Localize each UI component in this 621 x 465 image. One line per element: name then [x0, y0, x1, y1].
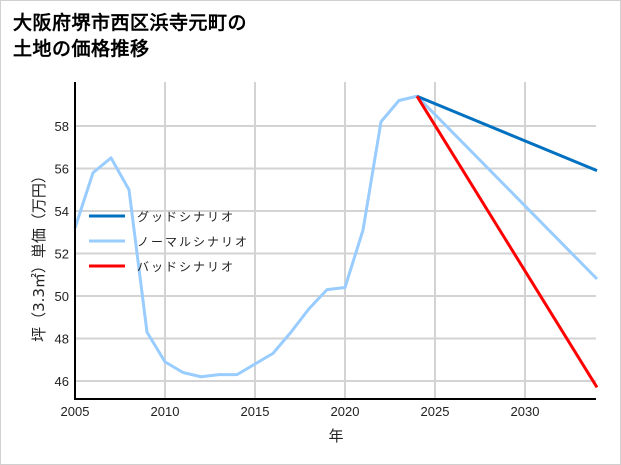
y-tick-label: 50	[55, 289, 69, 304]
legend-label: バッドシナリオ	[137, 260, 235, 274]
grid-lines	[75, 82, 596, 399]
series-line	[416, 94, 598, 173]
axes	[74, 82, 596, 400]
y-tick-label: 54	[55, 204, 69, 219]
y-tick-label: 52	[55, 247, 69, 262]
x-tick-label: 2025	[421, 404, 450, 419]
y-axis-label: 坪（3.3㎡）単価（万円）	[30, 168, 48, 342]
y-tick-label: 56	[55, 162, 69, 177]
chart-title-line1: 大阪府堺市西区浜寺元町の	[13, 12, 248, 34]
legend-label: グッドシナリオ	[137, 210, 235, 224]
legend-label: ノーマルシナリオ	[137, 235, 249, 249]
x-axis-label: 年	[328, 427, 343, 445]
x-tick-label: 2005	[61, 404, 90, 419]
chart-title-line2: 土地の価格推移	[13, 38, 150, 60]
chart-title: 大阪府堺市西区浜寺元町の 土地の価格推移	[13, 10, 247, 62]
y-tick-label: 48	[55, 332, 69, 347]
y-tick-label: 46	[55, 374, 69, 389]
series-line	[415, 95, 599, 389]
series-line	[73, 94, 599, 379]
tick-labels: 46 48 50 52 54 56 58 2005 2010 2015 2020 2025 2030	[55, 119, 540, 419]
x-tick-label: 2020	[331, 404, 360, 419]
data-series	[73, 94, 599, 389]
x-tick-label: 2010	[151, 404, 180, 419]
x-tick-label: 2015	[241, 404, 270, 419]
x-tick-label: 2030	[511, 404, 540, 419]
y-tick-label: 58	[55, 119, 69, 134]
